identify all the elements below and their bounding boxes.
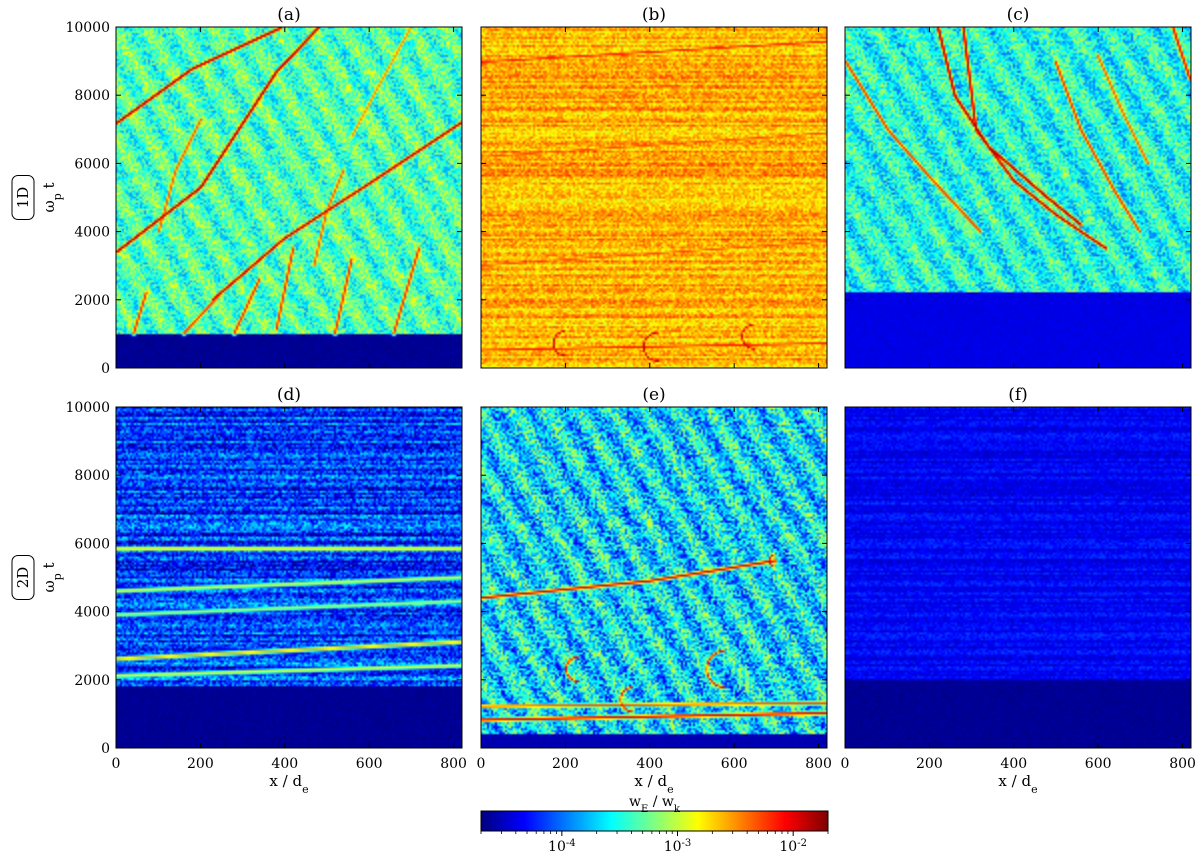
panel-label: (f)	[1008, 385, 1028, 405]
y-tick-label: 6000	[74, 536, 110, 552]
colorbar-gradient	[480, 810, 829, 832]
panel-e: (e) 0 200 400 600 800 x / de	[477, 385, 832, 796]
axes-frame	[480, 26, 828, 369]
x-tick-label: 600	[356, 756, 383, 772]
heatmap-image	[481, 407, 827, 748]
y-tick-label: 2000	[74, 673, 110, 689]
x-tick-label: 400	[271, 756, 298, 772]
colorbar-tick-label: 10-3	[664, 838, 692, 856]
y-tick-label: 10000	[65, 400, 110, 416]
y-tick-label: 4000	[74, 225, 110, 241]
x-tick-label: 200	[552, 756, 579, 772]
axes-frame	[844, 406, 1192, 749]
panel-label: (a)	[277, 5, 300, 25]
x-tick-label: 800	[1169, 756, 1196, 772]
x-tick-label: 800	[440, 756, 467, 772]
panel-label: (b)	[642, 5, 666, 25]
x-tick-label: 600	[721, 756, 748, 772]
panel-label: (e)	[642, 385, 665, 405]
heatmap-image	[481, 27, 827, 368]
y-tick-label: 8000	[74, 468, 110, 484]
heatmap-image	[845, 27, 1191, 368]
x-tick-label: 400	[636, 756, 663, 772]
y-tick-label: 8000	[74, 88, 110, 104]
x-tick-label: 600	[1085, 756, 1112, 772]
axes-frame	[844, 26, 1192, 369]
y-axis-label: ωp t	[40, 182, 64, 212]
x-tick-label: 400	[1000, 756, 1027, 772]
axes-frame	[115, 26, 463, 369]
y-tick-label: 2000	[74, 293, 110, 309]
row-label-box	[11, 555, 35, 600]
y-tick-label: 6000	[74, 156, 110, 172]
x-tick-label: 800	[805, 756, 832, 772]
row-label: 2D	[14, 567, 32, 589]
x-tick-label: 200	[916, 756, 943, 772]
panel-label: (d)	[277, 385, 301, 405]
heatmap-image	[116, 407, 462, 748]
y-tick-label: 10000	[65, 20, 110, 36]
x-axis-label: x / de	[998, 772, 1037, 796]
colorbar-tick-label: 10-2	[779, 838, 807, 856]
heatmap-image	[116, 27, 462, 368]
x-axis-label: x / de	[269, 772, 308, 796]
row-label: 1D	[14, 187, 32, 209]
heatmap-image	[845, 407, 1191, 748]
y-axis-label: ωp t	[40, 562, 64, 592]
x-axis-label: x / de	[634, 772, 673, 796]
y-tick-label: 0	[101, 361, 110, 377]
x-tick-label: 0	[477, 756, 486, 772]
axes-frame	[115, 406, 463, 749]
panel-d: (d)0 200 400 600 8000200040006000800010000x …	[40, 385, 467, 796]
panel-b: (b)	[480, 5, 828, 369]
colorbar-tick-label: 10-4	[548, 838, 576, 856]
axes-frame	[480, 406, 828, 749]
x-tick-label: 0	[112, 756, 121, 772]
colorbar: 10-4 10-3 10-2wE / wk	[480, 794, 829, 856]
y-tick-label: 4000	[74, 605, 110, 621]
row-label-box	[11, 175, 35, 220]
panel-c: (c)	[844, 5, 1192, 369]
panel-label: (c)	[1007, 5, 1030, 25]
y-tick-label: 0	[101, 741, 110, 757]
x-tick-label: 200	[187, 756, 214, 772]
panel-f: (f) 0 200 400 600 800 x / de	[841, 385, 1196, 796]
x-tick-label: 0	[841, 756, 850, 772]
panel-a: (a) 0 2000 4000 6000 8000 10000 ωp t	[40, 5, 463, 377]
